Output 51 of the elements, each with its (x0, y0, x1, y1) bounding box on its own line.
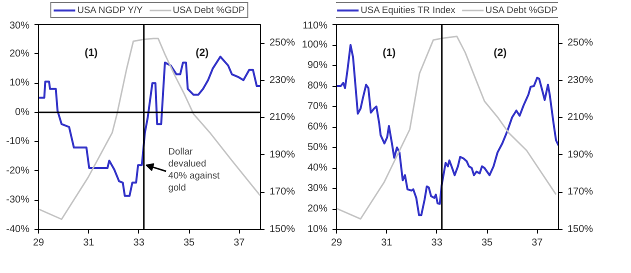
y-tick-label: 110% (302, 20, 328, 32)
y2-tick-label: 230% (568, 74, 594, 86)
annotation: (1) (382, 47, 396, 60)
y-tick-label: 30% (9, 20, 30, 32)
line-series (38, 38, 260, 220)
y-tick-label: -40% (6, 224, 30, 235)
y-tick-label: 20% (307, 204, 328, 214)
x-tick-label: 35 (481, 238, 494, 248)
x-tick-label: 37 (234, 238, 246, 248)
legend-label: USA Debt %GDP (172, 5, 245, 15)
y2-tick-label: 210% (270, 112, 296, 124)
y2-tick-label: 170% (568, 186, 594, 198)
y-tick-label: 80% (307, 80, 328, 92)
y2-tick-label: 150% (568, 224, 594, 235)
y2-tick-label: 250% (270, 38, 296, 49)
x-tick-label: 37 (532, 238, 544, 248)
annotation: (2) (196, 47, 210, 60)
y-tick-label: -30% (6, 194, 30, 206)
y-tick-label: 10% (307, 224, 328, 235)
y-tick-label: 50% (307, 142, 328, 153)
y2-tick-label: 210% (568, 112, 594, 124)
x-tick-label: 29 (330, 238, 342, 248)
y2-tick-label: 150% (270, 224, 296, 235)
x-tick-label: 31 (381, 238, 393, 248)
y-tick-label: 20% (9, 48, 30, 60)
y2-tick-label: 230% (270, 74, 296, 86)
annotation: (2) (494, 47, 508, 60)
x-tick-label: 35 (183, 238, 196, 248)
y-tick-label: -10% (6, 136, 30, 148)
y-tick-label: 100% (302, 40, 328, 50)
y-tick-label: 10% (9, 78, 30, 89)
x-tick-label: 33 (133, 238, 145, 248)
y-tick-label: -20% (6, 165, 30, 176)
annotation: Dollar devalued 40% against gold (168, 146, 220, 193)
y-tick-label: 90% (307, 60, 328, 71)
legend-label: USA NGDP Y/Y (77, 5, 143, 15)
y-tick-label: 30% (307, 183, 328, 194)
y-tick-label: 0% (15, 106, 30, 118)
legend-label: USA Debt %GDP (485, 5, 558, 15)
annotation: (1) (84, 47, 98, 60)
x-tick-label: 31 (83, 238, 95, 248)
y2-tick-label: 190% (568, 149, 594, 160)
y2-tick-label: 190% (270, 149, 296, 160)
y-tick-label: 70% (307, 101, 328, 112)
legend-label: USA Equities TR Index (360, 5, 456, 15)
y-tick-label: 40% (307, 162, 328, 174)
y2-tick-label: 250% (568, 38, 594, 49)
y-tick-label: 60% (307, 122, 328, 132)
y2-tick-label: 170% (270, 186, 296, 198)
x-tick-label: 33 (431, 238, 443, 248)
x-tick-label: 29 (32, 238, 44, 248)
